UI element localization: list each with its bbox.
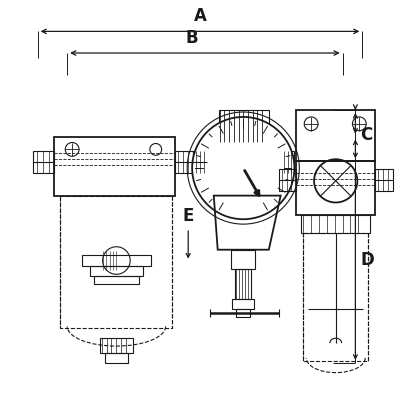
Bar (375, 169, 393, 191)
Bar (296, 161, 375, 215)
Bar (193, 151, 207, 173)
Circle shape (192, 117, 294, 219)
Bar (232, 299, 254, 309)
Bar (296, 110, 375, 161)
Text: B: B (186, 29, 198, 47)
Text: E: E (182, 207, 194, 225)
Bar (236, 309, 250, 316)
Text: A: A (194, 8, 206, 26)
Bar (219, 110, 269, 142)
Bar (82, 255, 151, 266)
Bar (232, 250, 255, 269)
Bar (303, 233, 368, 361)
Bar (54, 137, 176, 196)
Bar (176, 151, 193, 173)
Bar (207, 142, 281, 196)
Text: D: D (360, 250, 374, 268)
Text: C: C (360, 126, 372, 144)
Bar (281, 151, 294, 173)
Bar (60, 196, 172, 328)
Bar (279, 169, 296, 191)
Bar (236, 269, 251, 299)
Bar (94, 276, 139, 284)
Bar (33, 151, 54, 173)
Bar (301, 215, 370, 233)
Bar (105, 353, 128, 363)
Bar (100, 338, 133, 353)
Bar (90, 266, 143, 276)
